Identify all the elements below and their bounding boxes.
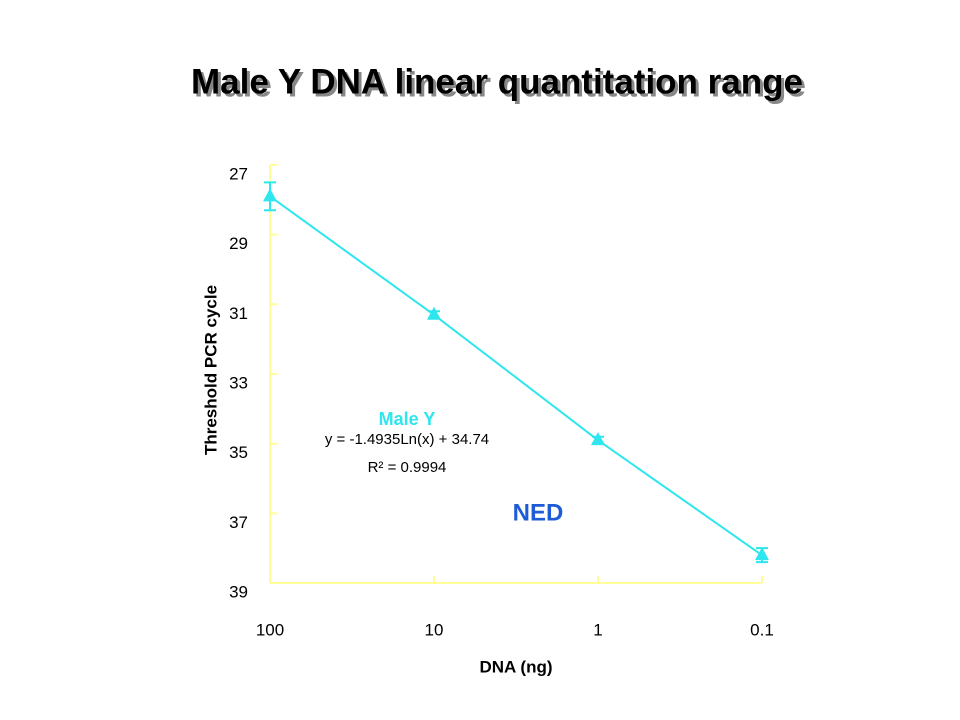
y-tick-label: 35 — [229, 443, 248, 462]
y-tick-label: 39 — [229, 582, 248, 601]
x-tick-label: 1 — [593, 620, 602, 639]
x-tick-label: 100 — [256, 620, 284, 639]
marker — [427, 306, 441, 320]
marker — [755, 547, 769, 561]
marker — [591, 432, 605, 446]
equation: y = -1.4935Ln(x) + 34.74 — [325, 431, 489, 448]
ned-label: NED — [513, 499, 564, 526]
y-tick-label: 31 — [229, 304, 248, 323]
x-tick-label: 10 — [425, 620, 444, 639]
series-label: Male Y — [379, 409, 436, 429]
x-tick-label: 0.1 — [750, 620, 774, 639]
y-tick-label: 27 — [229, 164, 248, 183]
r-squared: R² = 0.9994 — [368, 459, 447, 476]
title-shadow: Male Y DNA linear quantitation range — [194, 65, 806, 104]
marker — [263, 188, 277, 202]
series-line — [269, 195, 763, 556]
y-tick-label: 29 — [229, 234, 248, 253]
x-axis-label: DNA (ng) — [479, 657, 552, 676]
y-tick-label: 37 — [229, 513, 248, 532]
chart-title: Male Y DNA linear quantitation range — [191, 62, 803, 101]
y-tick-label: 33 — [229, 373, 248, 392]
y-axis-label: Threshold PCR cycle — [201, 285, 220, 455]
